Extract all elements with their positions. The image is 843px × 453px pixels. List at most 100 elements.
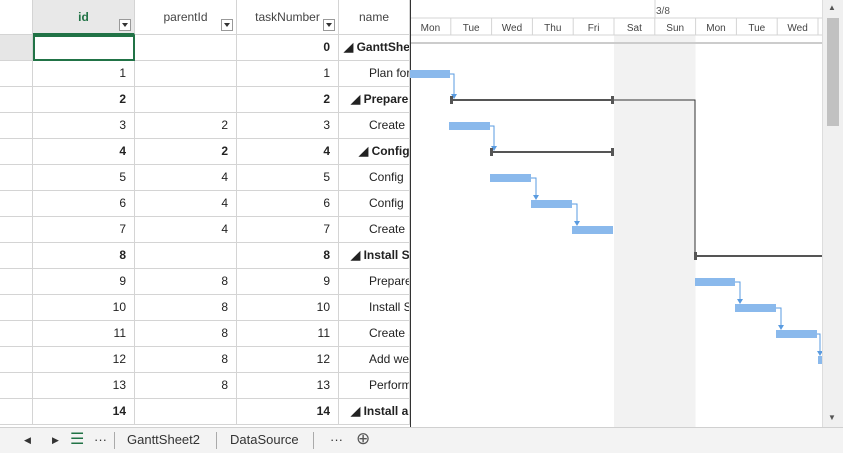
cell: 8 xyxy=(33,243,135,269)
column-header: name xyxy=(339,0,410,35)
week-label: 3/8 xyxy=(656,6,670,17)
day-label: Mon xyxy=(421,23,440,34)
cell: Config xyxy=(339,191,410,217)
task-bar xyxy=(490,174,531,182)
day-label: Sun xyxy=(666,23,684,34)
arrow-head xyxy=(574,221,580,226)
cell: 11 xyxy=(33,321,135,347)
task-bar xyxy=(695,278,735,286)
cell: ◢ GanttShee xyxy=(339,35,410,61)
dependency xyxy=(614,99,696,253)
row-header xyxy=(0,165,33,191)
dependency xyxy=(817,333,821,352)
day-label: Wed xyxy=(502,23,522,34)
dependency xyxy=(572,203,578,222)
cell: Create u xyxy=(339,113,410,139)
sheet-tab[interactable]: DataSource xyxy=(230,432,299,447)
cell: 4 xyxy=(135,165,237,191)
summary-end xyxy=(694,252,697,260)
cell xyxy=(135,35,237,61)
dependency xyxy=(776,307,782,326)
cell: 2 xyxy=(135,113,237,139)
cell: ◢ Configu xyxy=(339,139,410,165)
task-bar xyxy=(735,304,776,312)
cell xyxy=(135,243,237,269)
cell: 12 xyxy=(33,347,135,373)
row-header xyxy=(0,87,33,113)
cell: 4 xyxy=(135,217,237,243)
column-header: id xyxy=(33,0,135,35)
cell: 8 xyxy=(135,321,237,347)
cell: 5 xyxy=(237,165,339,191)
summary-end xyxy=(611,148,614,156)
sheet-tabs: ◀ ▶ ☰ ··· GanttSheet2 DataSource ··· ⊕ xyxy=(0,427,843,453)
cell: 4 xyxy=(135,191,237,217)
cell: 5 xyxy=(33,165,135,191)
cell: 12 xyxy=(237,347,339,373)
dependency xyxy=(450,73,455,95)
corner-shade xyxy=(0,35,33,61)
sheet-list[interactable]: ☰ xyxy=(70,431,85,448)
more[interactable]: ··· xyxy=(330,432,343,447)
cell: 7 xyxy=(33,217,135,243)
cell: ◢ Prepare f xyxy=(339,87,410,113)
cell: 8 xyxy=(135,269,237,295)
day-label: Sat xyxy=(627,23,642,34)
cell: 2 xyxy=(33,87,135,113)
cell: Prepare xyxy=(339,269,410,295)
row-header xyxy=(0,269,33,295)
cell: Add we xyxy=(339,347,410,373)
next-sheet[interactable]: ▶ xyxy=(52,435,59,445)
cell: 1 xyxy=(237,61,339,87)
weekend xyxy=(614,35,696,427)
cell: ◢ Install an xyxy=(339,399,410,425)
cell: 13 xyxy=(237,373,339,399)
more[interactable]: ··· xyxy=(94,432,107,447)
row-header xyxy=(0,321,33,347)
summary-end xyxy=(490,148,493,156)
cell: 10 xyxy=(33,295,135,321)
cell: 2 xyxy=(237,87,339,113)
cell: 6 xyxy=(237,191,339,217)
add-sheet[interactable]: ⊕ xyxy=(356,429,371,448)
summary-end xyxy=(450,96,453,104)
cell: 10 xyxy=(237,295,339,321)
cell: 13 xyxy=(33,373,135,399)
prev-sheet[interactable]: ◀ xyxy=(24,435,31,445)
arrow-head xyxy=(817,351,822,356)
cell: 3 xyxy=(33,113,135,139)
row-header xyxy=(0,373,33,399)
cell: Perform xyxy=(339,373,410,399)
filter-button[interactable] xyxy=(221,19,233,31)
cell: Install S xyxy=(339,295,410,321)
filter-button[interactable] xyxy=(119,19,131,31)
day-label: Tue xyxy=(748,23,765,34)
task-bar xyxy=(572,226,613,234)
cell: 11 xyxy=(237,321,339,347)
cell: 9 xyxy=(33,269,135,295)
dependency xyxy=(490,125,495,147)
cell: 9 xyxy=(237,269,339,295)
day-label: Fri xyxy=(588,23,600,34)
cell: 8 xyxy=(135,373,237,399)
filter-button[interactable] xyxy=(323,19,335,31)
row-header xyxy=(0,243,33,269)
scrollbar[interactable]: ▲ ▼ xyxy=(822,0,843,427)
cell xyxy=(135,87,237,113)
cell: 3 xyxy=(237,113,339,139)
task-bar xyxy=(818,356,822,364)
row-header xyxy=(0,217,33,243)
sheet-tab[interactable]: GanttSheet2 xyxy=(127,432,200,447)
arrow-head xyxy=(491,146,497,151)
cell: 4 xyxy=(33,139,135,165)
row-header xyxy=(0,347,33,373)
cell: 14 xyxy=(237,399,339,425)
day-label: Wed xyxy=(787,23,807,34)
corner xyxy=(0,0,33,35)
row-header xyxy=(0,139,33,165)
row-header xyxy=(0,61,33,87)
cell: 6 xyxy=(33,191,135,217)
row-header xyxy=(0,191,33,217)
dependency xyxy=(735,281,741,300)
